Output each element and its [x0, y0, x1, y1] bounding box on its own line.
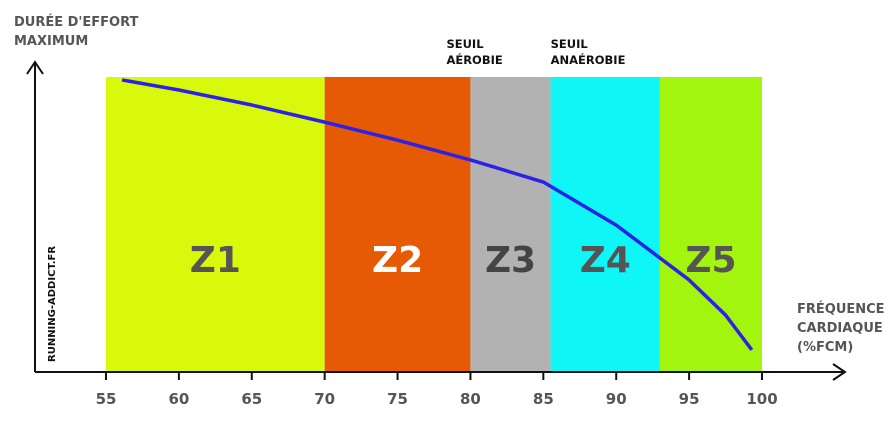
x-axis-label: FRÉQUENCE — [797, 301, 885, 317]
curve — [121, 78, 754, 351]
x-axis-label: (%FCM) — [797, 340, 853, 355]
zone-label: Z3 — [485, 240, 536, 281]
x-tick-label: 95 — [679, 390, 700, 408]
x-axis-arrow — [832, 363, 847, 381]
zone — [106, 77, 325, 372]
zone-label: Z5 — [685, 240, 736, 281]
x-tick-label: 85 — [533, 390, 554, 408]
watermark: RUNNING-ADDICT.FR — [47, 246, 58, 362]
threshold-label: SEUIL — [551, 37, 589, 51]
zone-label: Z1 — [190, 240, 241, 281]
threshold-label: ANAÉROBIE — [551, 52, 626, 67]
zone — [324, 77, 471, 372]
y-axis-label: DURÉE D'EFFORT — [14, 14, 139, 30]
axes — [26, 60, 847, 381]
threshold-label: AÉROBIE — [446, 52, 502, 67]
x-tick-label: 90 — [606, 390, 627, 408]
x-tick-label: 80 — [460, 390, 481, 408]
y-axis-label: MAXIMUM — [14, 34, 88, 49]
x-tick-label: 60 — [168, 390, 189, 408]
zone — [470, 77, 551, 372]
zone — [659, 77, 762, 372]
x-axis-label: CARDIAQUE — [797, 321, 883, 336]
zone — [550, 77, 660, 372]
zone-label: Z4 — [580, 240, 631, 281]
y-axis-arrow — [26, 60, 44, 75]
x-tick-label: 55 — [96, 390, 117, 408]
threshold-label: SEUIL — [446, 37, 484, 51]
zone-label: Z2 — [372, 240, 423, 281]
x-tick-label: 75 — [387, 390, 408, 408]
x-tick-label: 70 — [314, 390, 335, 408]
x-tick-label: 65 — [241, 390, 262, 408]
x-tick-label: 100 — [746, 390, 777, 408]
